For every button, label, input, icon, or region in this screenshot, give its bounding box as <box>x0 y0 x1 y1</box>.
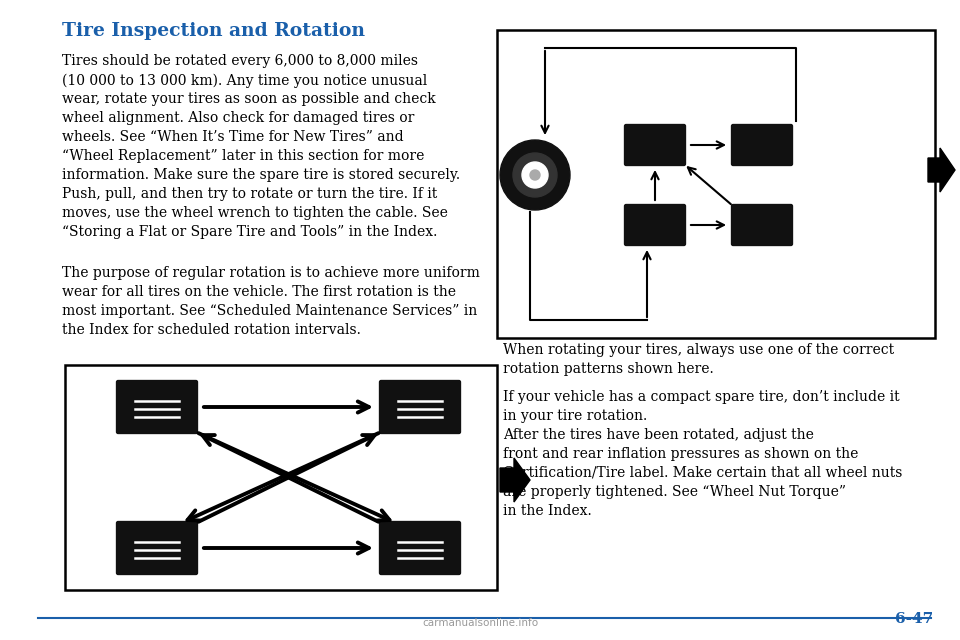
Circle shape <box>530 170 540 180</box>
Text: The purpose of regular rotation is to achieve more uniform
wear for all tires on: The purpose of regular rotation is to ac… <box>62 266 480 337</box>
Text: When rotating your tires, always use one of the correct
rotation patterns shown : When rotating your tires, always use one… <box>503 343 894 376</box>
FancyBboxPatch shape <box>378 520 462 576</box>
Polygon shape <box>500 458 530 502</box>
Text: Tire Inspection and Rotation: Tire Inspection and Rotation <box>62 22 365 40</box>
Circle shape <box>513 153 557 197</box>
Circle shape <box>522 162 548 188</box>
FancyBboxPatch shape <box>115 520 199 576</box>
Bar <box>497 30 935 338</box>
Text: If your vehicle has a compact spare tire, don’t include it
in your tire rotation: If your vehicle has a compact spare tire… <box>503 390 900 423</box>
FancyBboxPatch shape <box>623 123 687 167</box>
Text: carmanualsonline.info: carmanualsonline.info <box>422 618 538 628</box>
Polygon shape <box>928 148 955 192</box>
FancyBboxPatch shape <box>730 123 794 167</box>
Text: After the tires have been rotated, adjust the
front and rear inflation pressures: After the tires have been rotated, adjus… <box>503 428 902 518</box>
FancyBboxPatch shape <box>623 203 687 247</box>
FancyBboxPatch shape <box>378 379 462 435</box>
Bar <box>65 365 497 590</box>
FancyBboxPatch shape <box>115 379 199 435</box>
Text: Tires should be rotated every 6,000 to 8,000 miles
(10 000 to 13 000 km). Any ti: Tires should be rotated every 6,000 to 8… <box>62 54 460 239</box>
Circle shape <box>500 140 570 210</box>
FancyBboxPatch shape <box>730 203 794 247</box>
Text: 6-47: 6-47 <box>895 612 933 626</box>
